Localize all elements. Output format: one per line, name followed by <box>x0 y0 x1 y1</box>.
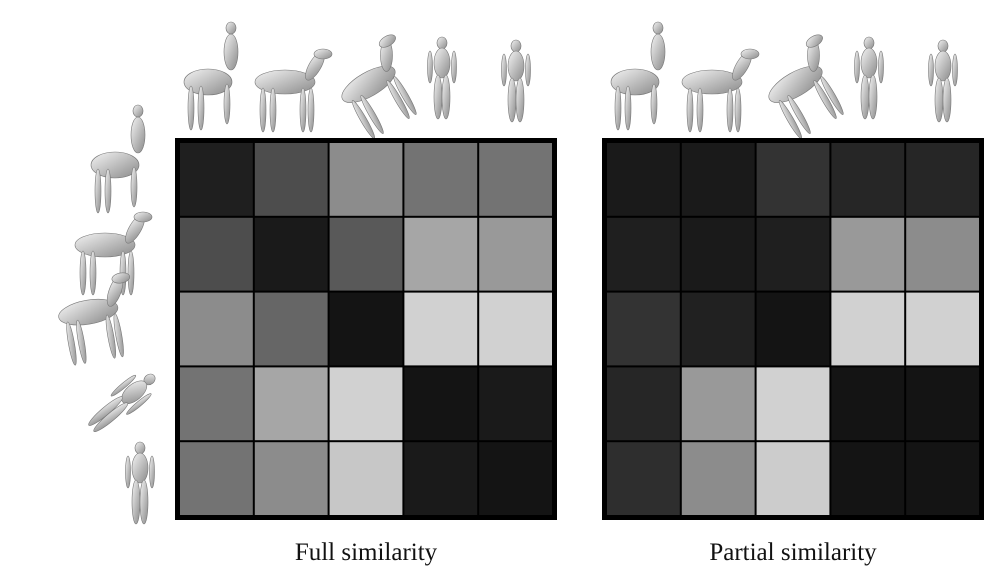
matrix-cell <box>756 292 830 366</box>
matrix-cell <box>404 442 478 515</box>
matrix-cell <box>681 217 755 291</box>
matrix-cell <box>329 217 403 291</box>
matrix-cell <box>180 217 253 291</box>
matrix-cell <box>831 442 905 515</box>
matrix-cell <box>831 367 905 441</box>
matrix-cell <box>756 143 830 216</box>
matrix-cell <box>479 442 552 515</box>
matrix-cell <box>180 143 253 216</box>
matrix-cell <box>906 442 979 515</box>
matrix-cell <box>831 292 905 366</box>
matrix-cell <box>607 217 680 291</box>
matrix-cell <box>756 367 830 441</box>
matrix-cell <box>831 217 905 291</box>
matrix-cell <box>756 442 830 515</box>
matrix-cell <box>607 292 680 366</box>
caption: Full similarity <box>295 539 438 566</box>
matrix-cell <box>681 292 755 366</box>
matrix-cell <box>479 217 552 291</box>
matrix-cell <box>404 143 478 216</box>
matrix-cell <box>329 143 403 216</box>
matrix-cell <box>906 292 979 366</box>
matrix-cell <box>607 367 680 441</box>
matrix-cell <box>681 442 755 515</box>
matrix-cell <box>404 367 478 441</box>
matrix-cell <box>479 143 552 216</box>
matrix-cell <box>254 143 328 216</box>
matrix-cell <box>254 292 328 366</box>
matrix-cell <box>681 367 755 441</box>
caption: Partial similarity <box>709 539 877 566</box>
matrix-cell <box>831 143 905 216</box>
matrix-cell <box>329 442 403 515</box>
matrix-cell <box>254 442 328 515</box>
matrix-cell <box>607 143 680 216</box>
matrix-cell <box>329 367 403 441</box>
matrix-cell <box>479 367 552 441</box>
matrix-cell <box>681 143 755 216</box>
matrix-cell <box>404 292 478 366</box>
matrix-cell <box>607 442 680 515</box>
matrix-cell <box>756 217 830 291</box>
matrix-cell <box>180 292 253 366</box>
matrix-cell <box>906 143 979 216</box>
matrix-cell <box>404 217 478 291</box>
matrix-cell <box>254 217 328 291</box>
matrix-cell <box>329 292 403 366</box>
matrix-cell <box>180 442 253 515</box>
matrix-cell <box>906 217 979 291</box>
matrix-cell <box>479 292 552 366</box>
matrix-cell <box>180 367 253 441</box>
matrix-cell <box>254 367 328 441</box>
matrix-cell <box>906 367 979 441</box>
